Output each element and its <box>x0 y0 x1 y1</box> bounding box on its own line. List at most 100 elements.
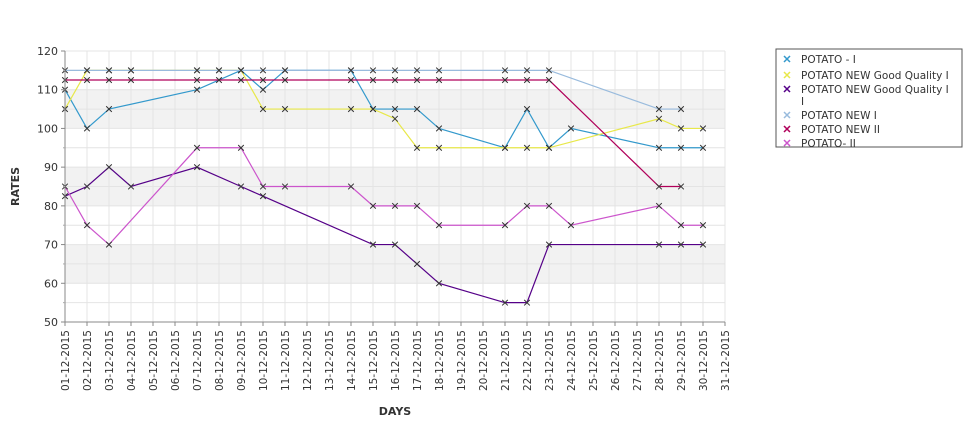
legend-label: POTATO NEW II <box>801 124 880 136</box>
data-point-marker <box>83 183 91 190</box>
series-6 <box>61 144 707 248</box>
y-tick-label: 80 <box>44 200 58 213</box>
data-point-marker <box>501 67 509 74</box>
data-point-marker <box>545 241 553 248</box>
data-point-marker <box>655 183 663 190</box>
x-tick-label: 02-12-2015 <box>82 330 94 391</box>
data-point-marker <box>523 67 531 74</box>
data-point-marker <box>83 222 91 229</box>
data-point-marker <box>523 105 531 113</box>
data-point-marker <box>699 241 707 248</box>
data-point-marker <box>501 144 509 151</box>
data-point-marker <box>699 144 707 151</box>
data-point-marker <box>391 105 399 113</box>
data-point-marker <box>435 125 443 132</box>
x-tick-label: 04-12-2015 <box>126 330 138 391</box>
data-point-marker <box>413 105 421 113</box>
data-point-marker <box>193 86 201 93</box>
data-point-marker <box>347 105 355 113</box>
legend-marker <box>783 139 791 147</box>
series-layer <box>61 67 707 306</box>
y-tick-label: 50 <box>44 316 58 329</box>
data-point-marker <box>545 202 553 210</box>
data-point-marker <box>215 67 223 74</box>
x-tick-label: 07-12-2015 <box>192 330 204 391</box>
legend: POTATO - I POTATO NEW Good Quality I POTAT… <box>775 48 963 150</box>
data-point-marker <box>259 183 267 190</box>
data-point-marker <box>105 105 113 113</box>
data-point-marker <box>215 76 223 84</box>
data-point-marker <box>523 144 531 151</box>
x-tick-label: 12-12-2015 <box>302 330 314 391</box>
y-axis-title: RATES <box>9 167 22 206</box>
legend-label: I <box>801 96 804 108</box>
legend-marker <box>783 111 791 119</box>
legend-label: POTATO NEW Good Quality I <box>801 70 949 82</box>
x-tick-label: 13-12-2015 <box>324 330 336 391</box>
data-point-marker <box>237 76 245 84</box>
data-point-marker <box>501 76 509 84</box>
data-point-marker <box>677 125 685 132</box>
data-point-marker <box>567 222 575 229</box>
data-point-marker <box>369 105 377 113</box>
legend-label: POTATO- II <box>801 138 856 150</box>
data-point-marker <box>655 115 663 122</box>
x-tick-label: 15-12-2015 <box>368 330 380 391</box>
y-tick-label: 110 <box>37 84 58 97</box>
data-point-marker <box>523 76 531 84</box>
data-point-marker <box>237 183 245 190</box>
y-axis-ticks: 50 60 70 80 90 100 110 120 <box>37 45 65 329</box>
data-point-marker <box>105 241 113 248</box>
data-point-marker <box>677 241 685 248</box>
data-point-marker <box>655 144 663 151</box>
data-point-marker <box>259 67 267 74</box>
x-tick-label: 21-12-2015 <box>500 330 512 391</box>
data-point-marker <box>435 67 443 74</box>
data-point-marker <box>413 67 421 74</box>
data-point-marker <box>567 125 575 132</box>
y-tick-label: 60 <box>44 277 58 290</box>
data-point-marker <box>677 222 685 229</box>
data-point-marker <box>655 241 663 248</box>
data-point-marker <box>193 67 201 74</box>
data-point-marker <box>259 105 267 113</box>
data-point-marker <box>193 163 201 171</box>
data-point-marker <box>369 241 377 248</box>
x-tick-label: 06-12-2015 <box>170 330 182 391</box>
data-point-marker <box>281 67 289 74</box>
data-point-marker <box>655 202 663 210</box>
x-tick-label: 03-12-2015 <box>104 330 116 391</box>
data-point-marker <box>105 163 113 171</box>
data-point-marker <box>391 241 399 248</box>
x-axis-title: DAYS <box>379 405 412 418</box>
x-tick-label: 16-12-2015 <box>390 330 402 391</box>
x-tick-label: 30-12-2015 <box>698 330 710 391</box>
legend-label: POTATO - I <box>801 54 856 66</box>
data-point-marker <box>435 222 443 229</box>
data-point-marker <box>413 202 421 210</box>
data-point-marker <box>523 202 531 210</box>
data-point-marker <box>501 299 509 306</box>
data-point-marker <box>83 76 91 84</box>
data-point-marker <box>259 193 267 200</box>
data-point-marker <box>391 67 399 74</box>
series-3 <box>61 163 707 306</box>
x-tick-label: 19-12-2015 <box>456 330 468 391</box>
data-point-marker <box>699 125 707 132</box>
data-point-marker <box>281 105 289 113</box>
y-tick-label: 70 <box>44 239 58 252</box>
data-point-marker <box>391 76 399 84</box>
data-point-marker <box>127 183 135 190</box>
data-point-marker <box>523 299 531 306</box>
data-point-marker <box>435 280 443 287</box>
data-point-marker <box>435 144 443 151</box>
legend-label: POTATO NEW Good Quality I <box>801 84 949 96</box>
x-tick-label: 23-12-2015 <box>544 330 556 391</box>
x-tick-label: 26-12-2015 <box>610 330 622 391</box>
y-tick-label: 120 <box>37 45 58 58</box>
data-point-marker <box>677 183 685 190</box>
legend-marker <box>783 55 791 63</box>
x-tick-label: 25-12-2015 <box>588 330 600 391</box>
x-tick-label: 17-12-2015 <box>412 330 424 391</box>
